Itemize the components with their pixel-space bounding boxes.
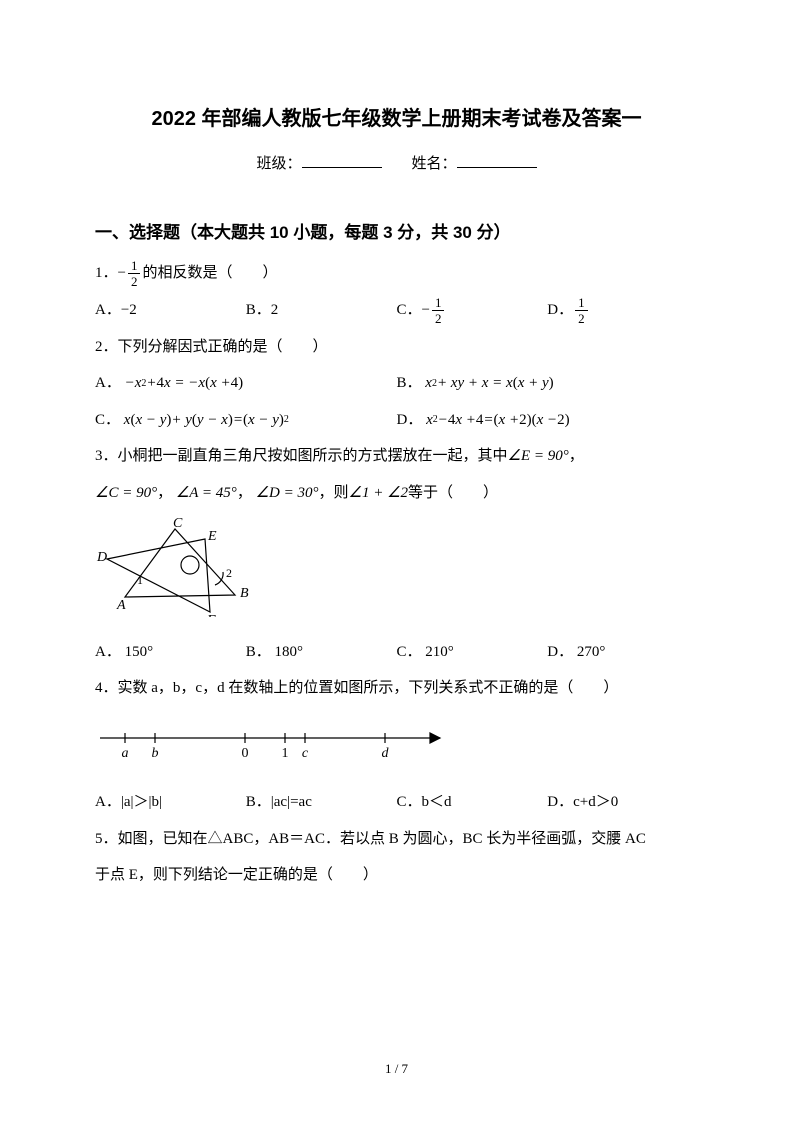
q1-opt-b[interactable]: B．2 [246, 296, 397, 325]
svg-text:C: C [173, 517, 183, 531]
q4-opt-a[interactable]: A．|a|＞|b| [95, 788, 246, 817]
svg-text:E: E [207, 529, 217, 544]
svg-text:c: c [302, 746, 309, 761]
q1-options: A．−2 B．2 C．−12 D．12 [95, 296, 698, 325]
svg-text:F: F [206, 613, 216, 617]
svg-text:2: 2 [226, 566, 232, 580]
q1-post: 的相反数是（ ） [142, 265, 277, 281]
q1-frac: 12 [128, 259, 141, 288]
svg-text:A: A [116, 598, 126, 613]
question-5-line1: 5．如图，已知在△ABC，AB＝AC．若以点 B 为圆心，BC 长为半径画弧，交… [95, 825, 698, 854]
name-label: 姓名： [412, 156, 457, 172]
svg-text:B: B [240, 586, 249, 601]
svg-text:0: 0 [242, 746, 249, 761]
q3-opt-b[interactable]: B． 180° [246, 638, 397, 667]
question-5-line2: 于点 E，则下列结论一定正确的是（ ） [95, 861, 698, 890]
svg-text:1: 1 [137, 573, 143, 587]
q2-opt-b[interactable]: B． x2 + xy + x = x(x + y) [397, 369, 699, 398]
page-title: 2022 年部编人教版七年级数学上册期末考试卷及答案一 [95, 100, 698, 138]
svg-text:a: a [122, 746, 129, 761]
q3-opt-d[interactable]: D． 270° [547, 638, 698, 667]
q2-opt-c[interactable]: C． x(x − y) + y(y − x) = (x − y)2 [95, 406, 397, 435]
q3-options: A． 150° B． 180° C． 210° D． 270° [95, 638, 698, 667]
q2-options-2: C． x(x − y) + y(y − x) = (x − y)2 D． x2 … [95, 406, 698, 435]
q4-opt-d[interactable]: D．c+d＞0 [547, 788, 698, 817]
question-3: 3．小桐把一副直角三角尺按如图所示的方式摆放在一起，其中∠E = 90°， [95, 442, 698, 471]
class-label: 班级： [256, 156, 301, 172]
question-2: 2．下列分解因式正确的是（ ） [95, 333, 698, 362]
q2-opt-a[interactable]: A． −x2 + 4x = −x(x + 4) [95, 369, 397, 398]
page-number: 1 / 7 [0, 1057, 793, 1082]
q2-opt-d[interactable]: D． x2 − 4x + 4 = (x + 2)(x − 2) [397, 406, 699, 435]
q4-opt-c[interactable]: C．b＜d [397, 788, 548, 817]
svg-text:d: d [382, 746, 390, 761]
q3-diagram: C E D B A F 1 2 [95, 517, 698, 628]
student-meta: 班级： 姓名： [95, 150, 698, 179]
question-4: 4．实数 a，b，c，d 在数轴上的位置如图所示，下列关系式不正确的是（ ） [95, 674, 698, 703]
q1-neg: − [118, 265, 126, 281]
q2-options-1: A． −x2 + 4x = −x(x + 4) B． x2 + xy + x =… [95, 369, 698, 398]
svg-text:D: D [96, 550, 107, 565]
svg-text:b: b [152, 746, 159, 761]
q1-opt-d[interactable]: D．12 [547, 296, 698, 325]
q4-options: A．|a|＞|b| B．|ac|=ac C．b＜d D．c+d＞0 [95, 788, 698, 817]
q1-opt-c[interactable]: C．−12 [397, 296, 548, 325]
section-header: 一、选择题（本大题共 10 小题，每题 3 分，共 30 分） [95, 217, 698, 249]
q4-opt-b[interactable]: B．|ac|=ac [246, 788, 397, 817]
q1-opt-a[interactable]: A．−2 [95, 296, 246, 325]
question-1: 1．−12的相反数是（ ） [95, 259, 698, 288]
q3-opt-a[interactable]: A． 150° [95, 638, 246, 667]
q4-numberline: a b 0 1 c d [95, 723, 698, 774]
q3-opt-c[interactable]: C． 210° [397, 638, 548, 667]
svg-text:1: 1 [282, 746, 289, 761]
name-blank[interactable] [457, 154, 537, 168]
question-3-line2: ∠C = 90°， ∠A = 45°， ∠D = 30°，则∠1 + ∠2等于（… [95, 479, 698, 508]
class-blank[interactable] [302, 154, 382, 168]
q1-num: 1． [95, 265, 118, 281]
